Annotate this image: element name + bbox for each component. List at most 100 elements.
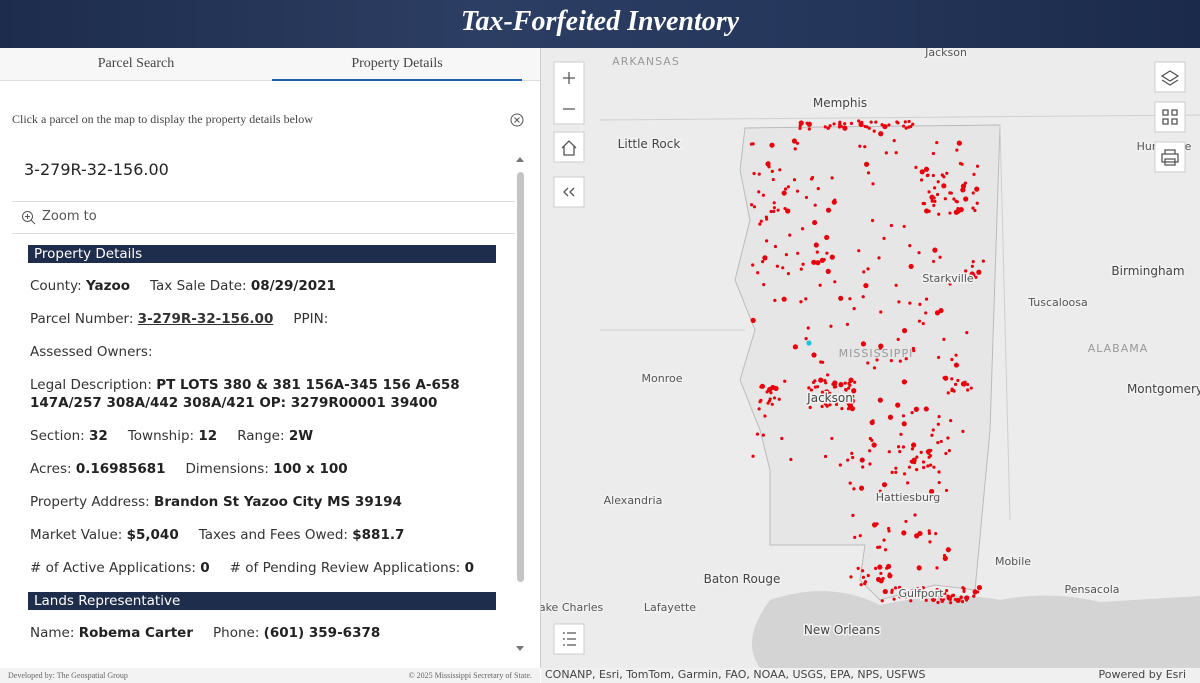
parcel-marker[interactable] bbox=[878, 131, 884, 137]
parcel-marker[interactable] bbox=[923, 166, 930, 172]
parcel-marker[interactable] bbox=[923, 406, 929, 412]
parcel-marker[interactable] bbox=[757, 172, 761, 176]
parcel-marker[interactable] bbox=[928, 463, 933, 467]
parcel-marker[interactable] bbox=[772, 209, 776, 213]
parcel-marker[interactable] bbox=[908, 263, 914, 270]
parcel-marker[interactable] bbox=[809, 388, 814, 392]
parcel-marker[interactable] bbox=[877, 397, 883, 403]
parcel-marker[interactable] bbox=[963, 181, 968, 185]
parcel-marker[interactable] bbox=[890, 588, 894, 592]
parcel-marker[interactable] bbox=[893, 586, 898, 590]
parcel-marker[interactable] bbox=[859, 583, 863, 587]
parcel-marker[interactable] bbox=[877, 256, 881, 260]
parcel-marker[interactable] bbox=[939, 439, 943, 444]
parcel-marker[interactable] bbox=[752, 205, 757, 209]
parcel-marker[interactable] bbox=[853, 535, 857, 539]
parcel-marker[interactable] bbox=[915, 592, 919, 596]
parcel-marker[interactable] bbox=[936, 180, 940, 184]
parcel-marker[interactable] bbox=[781, 190, 787, 196]
parcel-marker[interactable] bbox=[762, 283, 766, 287]
parcel-marker[interactable] bbox=[843, 381, 847, 385]
parcel-marker[interactable] bbox=[910, 460, 914, 464]
parcel-marker[interactable] bbox=[798, 120, 804, 126]
parcel-marker[interactable] bbox=[895, 402, 901, 408]
parcel-marker[interactable] bbox=[856, 566, 860, 570]
parcel-marker[interactable] bbox=[750, 317, 756, 323]
zoom-to[interactable]: Zoom to bbox=[42, 209, 97, 224]
parcel-marker[interactable] bbox=[851, 513, 855, 518]
parcel-marker[interactable] bbox=[858, 485, 865, 491]
parcel-marker[interactable] bbox=[804, 195, 809, 200]
parcel-marker[interactable] bbox=[848, 383, 852, 387]
parcel-marker[interactable] bbox=[972, 594, 976, 598]
parcel-marker[interactable] bbox=[925, 449, 931, 455]
parcel-marker[interactable] bbox=[911, 122, 915, 126]
parcel-marker[interactable] bbox=[944, 451, 948, 456]
parcel-marker[interactable] bbox=[880, 123, 884, 127]
parcel-marker[interactable] bbox=[879, 571, 883, 576]
parcel-marker[interactable] bbox=[849, 575, 853, 579]
parcel-marker[interactable] bbox=[849, 398, 855, 404]
parcel-marker[interactable] bbox=[887, 573, 893, 579]
parcel-marker[interactable] bbox=[812, 219, 818, 226]
parcel-marker[interactable] bbox=[924, 311, 928, 315]
parcel-marker[interactable] bbox=[898, 589, 902, 593]
parcel-marker[interactable] bbox=[937, 212, 941, 216]
parcel-marker[interactable] bbox=[933, 496, 939, 502]
parcel-marker[interactable] bbox=[815, 250, 819, 254]
parcel-marker[interactable] bbox=[919, 450, 923, 454]
parcel-marker[interactable] bbox=[853, 380, 857, 384]
selected-parcel[interactable] bbox=[806, 340, 812, 346]
parcel-marker[interactable] bbox=[908, 301, 912, 305]
parcel-markers[interactable] bbox=[749, 119, 985, 605]
parcel-marker[interactable] bbox=[844, 388, 848, 392]
parcel-marker[interactable] bbox=[786, 185, 791, 189]
parcel-marker[interactable] bbox=[795, 141, 800, 145]
parcel-marker[interactable] bbox=[846, 407, 851, 411]
parcel-marker[interactable] bbox=[976, 269, 982, 275]
parcel-marker[interactable] bbox=[971, 259, 975, 264]
parcel-marker[interactable] bbox=[939, 596, 946, 602]
home-button[interactable] bbox=[553, 131, 585, 163]
parcel-marker[interactable] bbox=[783, 206, 787, 211]
parcel-marker[interactable] bbox=[921, 586, 925, 590]
parcel-marker[interactable] bbox=[973, 208, 977, 213]
parcel-marker[interactable] bbox=[828, 395, 832, 399]
parcel-marker[interactable] bbox=[871, 182, 875, 186]
parcel-marker[interactable] bbox=[887, 529, 891, 533]
parcel-marker[interactable] bbox=[826, 373, 830, 377]
parcel-marker[interactable] bbox=[962, 383, 966, 387]
parcel-marker[interactable] bbox=[806, 326, 810, 330]
parcel-marker[interactable] bbox=[946, 391, 950, 395]
parcel-marker[interactable] bbox=[932, 196, 936, 200]
parcel-marker[interactable] bbox=[818, 377, 824, 383]
parcel-marker[interactable] bbox=[901, 445, 906, 449]
parcel-marker[interactable] bbox=[938, 594, 942, 598]
parcel-marker[interactable] bbox=[804, 336, 808, 341]
parcel-marker[interactable] bbox=[808, 405, 812, 410]
parcel-marker[interactable] bbox=[780, 436, 784, 441]
map[interactable]: Jackson ARKANSAS Memphis Little Rock Hun… bbox=[541, 48, 1200, 668]
parcel-marker[interactable] bbox=[825, 207, 832, 213]
parcel-marker[interactable] bbox=[859, 457, 865, 463]
parcel-marker[interactable] bbox=[816, 187, 820, 191]
parcel-marker[interactable] bbox=[858, 144, 862, 148]
parcel-marker[interactable] bbox=[823, 402, 827, 406]
scroll-down[interactable] bbox=[515, 644, 525, 654]
parcel-marker[interactable] bbox=[972, 172, 976, 177]
parcel-marker[interactable] bbox=[956, 207, 960, 211]
parcel-marker[interactable] bbox=[913, 513, 917, 517]
tab-property-details[interactable]: Property Details bbox=[272, 48, 522, 81]
parcel-marker[interactable] bbox=[851, 394, 855, 399]
parcel-marker[interactable] bbox=[761, 193, 765, 197]
parcel-marker[interactable] bbox=[792, 178, 797, 182]
parcel-marker[interactable] bbox=[819, 360, 823, 364]
parcel-marker[interactable] bbox=[898, 359, 902, 363]
parcel-marker[interactable] bbox=[895, 120, 899, 124]
parcel-marker[interactable] bbox=[965, 382, 970, 387]
parcel-marker[interactable] bbox=[761, 260, 765, 264]
parcel-marker[interactable] bbox=[935, 192, 940, 197]
parcel-marker[interactable] bbox=[974, 275, 978, 279]
parcel-marker[interactable] bbox=[876, 545, 880, 549]
parcel-marker[interactable] bbox=[948, 211, 952, 215]
